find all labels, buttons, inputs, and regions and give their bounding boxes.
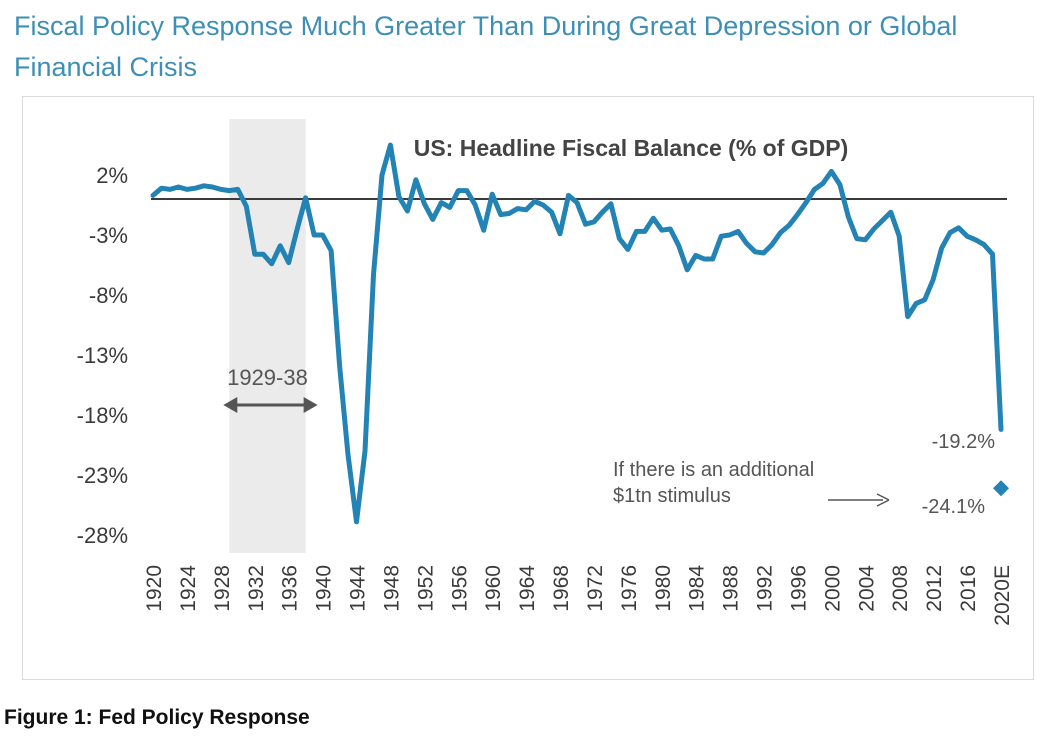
stimulus-note-line1: If there is an additional bbox=[613, 459, 814, 481]
x-tick-label: 1960 bbox=[482, 565, 505, 612]
chart-title: US: Headline Fiscal Balance (% of GDP) bbox=[414, 135, 849, 161]
x-tick-label: 1988 bbox=[720, 565, 743, 612]
y-tick-label: -13% bbox=[77, 343, 128, 368]
y-tick-label: -8% bbox=[89, 283, 128, 308]
x-tick-label: 1956 bbox=[448, 565, 471, 612]
x-tick-label: 1932 bbox=[245, 565, 268, 612]
x-tick-label: 1948 bbox=[380, 565, 403, 612]
chart-frame: 2% -3% -8% -13% -18% -23% -28% 1920 1924 1928 193… bbox=[22, 96, 1034, 680]
x-tick-label: 2016 bbox=[957, 565, 980, 612]
x-tick-label: 1976 bbox=[618, 565, 641, 612]
series-line bbox=[150, 142, 1004, 525]
x-tick-label: 2020E bbox=[991, 565, 1014, 626]
stimulus-value-label: -24.1% bbox=[922, 496, 986, 518]
x-tick-label: 1996 bbox=[787, 565, 810, 612]
x-tick-label: 1964 bbox=[516, 565, 539, 612]
x-tick-label: 1972 bbox=[584, 565, 607, 612]
y-tick-label: 2% bbox=[96, 163, 128, 188]
period-label: 1929-38 bbox=[227, 365, 308, 390]
x-tick-label: 1936 bbox=[279, 565, 302, 612]
period-arrow-right-head bbox=[303, 397, 318, 413]
x-tick-label: 1928 bbox=[211, 565, 234, 612]
y-tick-label: -23% bbox=[77, 463, 128, 488]
stimulus-note-line2: $1tn stimulus bbox=[613, 485, 731, 507]
x-tick-label: 2000 bbox=[821, 565, 844, 612]
shaded-period bbox=[229, 119, 306, 553]
x-tick-label: 1920 bbox=[143, 565, 166, 612]
period-arrow-left-head bbox=[223, 397, 238, 413]
figure-caption: Figure 1: Fed Policy Response bbox=[4, 706, 310, 729]
x-tick-label: 1968 bbox=[550, 565, 573, 612]
x-tick-label: 1952 bbox=[414, 565, 437, 612]
stimulus-arrow-head bbox=[876, 493, 890, 507]
fiscal-balance-chart: 2% -3% -8% -13% -18% -23% -28% 1920 1924 1928 193… bbox=[77, 119, 1014, 626]
x-tick-label: 1944 bbox=[347, 565, 370, 612]
x-tick-label: 2012 bbox=[923, 565, 946, 612]
x-tick-label: 1980 bbox=[652, 565, 675, 612]
x-tick-label: 1940 bbox=[313, 565, 336, 612]
y-tick-label: -28% bbox=[77, 523, 128, 548]
end-value-label: -19.2% bbox=[932, 431, 996, 453]
x-tick-label: 1984 bbox=[686, 565, 709, 612]
y-tick-label: -3% bbox=[89, 223, 128, 248]
y-tick-label: -18% bbox=[77, 403, 128, 428]
stimulus-marker bbox=[993, 480, 1009, 497]
x-tick-label: 2008 bbox=[889, 565, 912, 612]
x-tick-label: 1924 bbox=[177, 565, 200, 612]
x-tick-label: 2004 bbox=[855, 565, 878, 612]
x-tick-label: 1992 bbox=[754, 565, 777, 612]
page-title: Fiscal Policy Response Much Greater Than… bbox=[14, 11, 958, 82]
